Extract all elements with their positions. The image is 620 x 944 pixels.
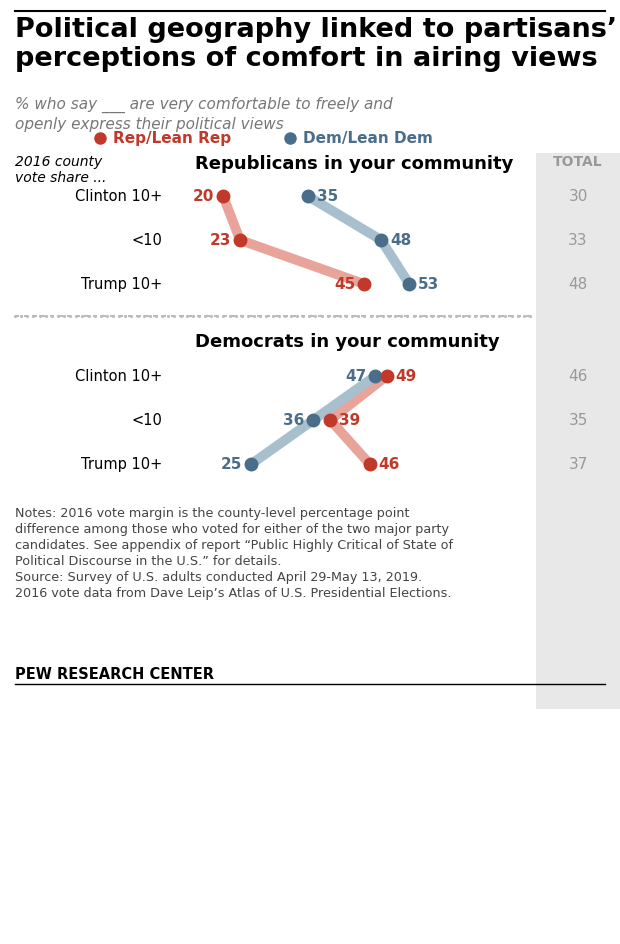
Text: % who say ___ are very comfortable to freely and
openly express their political : % who say ___ are very comfortable to fr… [15,97,392,132]
Text: Republicans in your community: Republicans in your community [195,155,513,173]
Text: 53: 53 [418,278,440,293]
Text: 46: 46 [569,369,588,384]
Text: Trump 10+: Trump 10+ [81,278,162,293]
Text: 36: 36 [283,413,304,428]
Text: 46: 46 [379,457,400,472]
Text: 33: 33 [569,233,588,248]
Bar [536,154,620,709]
Text: Source: Survey of U.S. adults conducted April 29-May 13, 2019.: Source: Survey of U.S. adults conducted … [15,570,422,583]
Text: 49: 49 [396,369,417,384]
Text: TOTAL: TOTAL [553,155,603,169]
Text: 37: 37 [569,457,588,472]
Text: PEW RESEARCH CENTER: PEW RESEARCH CENTER [15,666,214,682]
Text: difference among those who voted for either of the two major party: difference among those who voted for eit… [15,522,449,535]
Text: Democrats in your community: Democrats in your community [195,332,500,350]
Text: Political Discourse in the U.S.” for details.: Political Discourse in the U.S.” for det… [15,554,281,567]
Text: candidates. See appendix of report “Public Highly Critical of State of: candidates. See appendix of report “Publ… [15,538,453,551]
Text: <10: <10 [131,233,162,248]
Text: Clinton 10+: Clinton 10+ [75,369,162,384]
Text: 47: 47 [345,369,366,384]
Text: 48: 48 [390,233,411,248]
Text: 23: 23 [210,233,231,248]
Text: 2016 vote data from Dave Leip’s Atlas of U.S. Presidential Elections.: 2016 vote data from Dave Leip’s Atlas of… [15,586,451,599]
Text: 35: 35 [317,190,338,204]
Text: Notes: 2016 vote margin is the county-level percentage point: Notes: 2016 vote margin is the county-le… [15,507,409,519]
Text: 45: 45 [334,278,355,293]
Text: Rep/Lean Rep: Rep/Lean Rep [113,131,231,146]
Text: Clinton 10+: Clinton 10+ [75,190,162,204]
Text: 30: 30 [569,190,588,204]
Text: 48: 48 [569,278,588,293]
Text: Dem/Lean Dem: Dem/Lean Dem [303,131,433,146]
Text: 2016 county
vote share ...: 2016 county vote share ... [15,155,107,185]
Text: Trump 10+: Trump 10+ [81,457,162,472]
Text: 35: 35 [569,413,588,428]
Text: <10: <10 [131,413,162,428]
Text: Political geography linked to partisans’
perceptions of comfort in airing views: Political geography linked to partisans’… [15,17,617,72]
Text: 39: 39 [339,413,360,428]
Text: 20: 20 [193,190,214,204]
Text: 25: 25 [221,457,242,472]
